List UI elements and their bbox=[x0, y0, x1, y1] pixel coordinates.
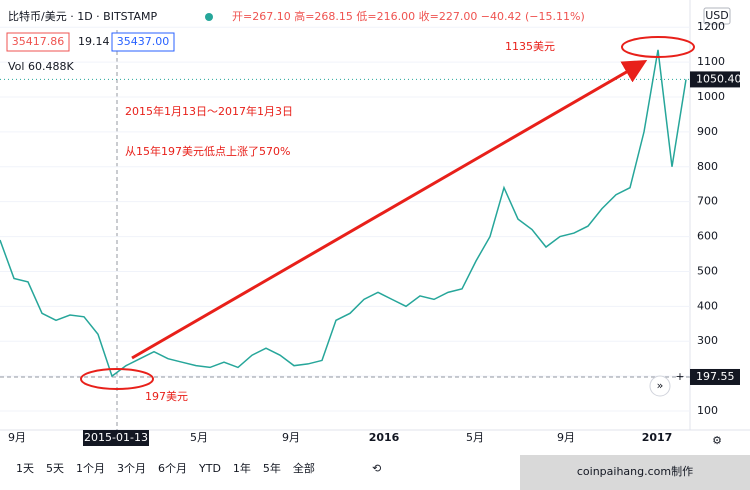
ohlc: 开=267.10 高=268.15 低=216.00 收=227.00 −40.… bbox=[232, 9, 585, 23]
y-tick-label: 300 bbox=[697, 334, 718, 347]
y-tick-label: 900 bbox=[697, 125, 718, 138]
toolbar-button[interactable]: YTD bbox=[198, 462, 221, 475]
annotation: 1135美元 bbox=[505, 40, 555, 53]
ask: 35437.00 bbox=[117, 35, 170, 48]
toolbar-button[interactable]: 6个月 bbox=[158, 462, 187, 475]
toolbar-button[interactable]: 3个月 bbox=[117, 462, 146, 475]
toolbar-button[interactable]: 1天 bbox=[16, 462, 34, 475]
y-tick-label: 700 bbox=[697, 195, 718, 208]
toolbar-button[interactable]: 1年 bbox=[233, 461, 251, 475]
bid-box[interactable] bbox=[6, 32, 70, 52]
y-tick-label: 400 bbox=[697, 299, 718, 312]
annotation: 从15年197美元低点上涨了570% bbox=[125, 144, 290, 158]
x-tick-label: 2015-01-13 bbox=[84, 431, 148, 444]
volume-label: Vol 60.488K bbox=[8, 60, 74, 73]
y-tick-label: 100 bbox=[697, 404, 718, 417]
crosshair-label: 197.55 bbox=[696, 370, 735, 383]
currency-box[interactable] bbox=[703, 7, 731, 25]
price-line bbox=[0, 49, 687, 378]
settings-icon[interactable]: ⚙ bbox=[712, 434, 722, 447]
watermark-box bbox=[520, 455, 750, 490]
toolbar-button[interactable]: 全部 bbox=[293, 461, 315, 475]
y-tick-label: 600 bbox=[697, 230, 718, 243]
annotation: 2015年1月13日～2017年1月3日 bbox=[125, 104, 293, 118]
y-tick-label: 500 bbox=[697, 264, 718, 277]
y-tick-label: 1100 bbox=[697, 55, 725, 68]
annotation: 197美元 bbox=[145, 390, 188, 403]
symbol: 比特币/美元 · 1D · BITSTAMP bbox=[8, 9, 158, 23]
arrow bbox=[131, 59, 648, 360]
crosshair-plus: + bbox=[675, 370, 684, 383]
spread: 19.14 bbox=[78, 35, 110, 48]
x-tick-label: 5月 bbox=[190, 431, 208, 444]
y-tick-label: 1200 bbox=[697, 20, 725, 33]
last-price-label: 1050.40 bbox=[696, 72, 742, 85]
compare-icon[interactable]: ⟲ bbox=[372, 462, 381, 475]
x-tick-label: 9月 bbox=[282, 431, 300, 444]
bid: 35417.86 bbox=[12, 35, 65, 48]
toolbar-button[interactable]: 5天 bbox=[46, 462, 64, 475]
toolbar-button[interactable]: 1个月 bbox=[76, 462, 105, 475]
x-label-box bbox=[83, 430, 149, 446]
last-price-box bbox=[690, 71, 740, 88]
y-tick-label: 1000 bbox=[697, 90, 725, 103]
crosshair-box bbox=[690, 368, 740, 385]
status-dot bbox=[205, 13, 213, 21]
x-tick-label: 9月 bbox=[557, 431, 575, 444]
currency: USD bbox=[705, 9, 729, 22]
ask-box[interactable] bbox=[111, 32, 175, 52]
x-tick-label: 2017 bbox=[642, 431, 673, 444]
x-tick-label: 9月 bbox=[8, 431, 26, 444]
ellipse-high bbox=[621, 36, 695, 58]
x-tick-label: 5月 bbox=[466, 431, 484, 444]
scroll-icon: » bbox=[657, 379, 664, 392]
y-tick-label: 800 bbox=[697, 160, 718, 173]
watermark: coinpaihang.com制作 bbox=[577, 465, 693, 478]
scroll-button[interactable] bbox=[649, 375, 671, 397]
toolbar-button[interactable]: 5年 bbox=[263, 461, 281, 475]
x-tick-label: 2016 bbox=[369, 431, 400, 444]
ellipse-low bbox=[80, 368, 154, 390]
